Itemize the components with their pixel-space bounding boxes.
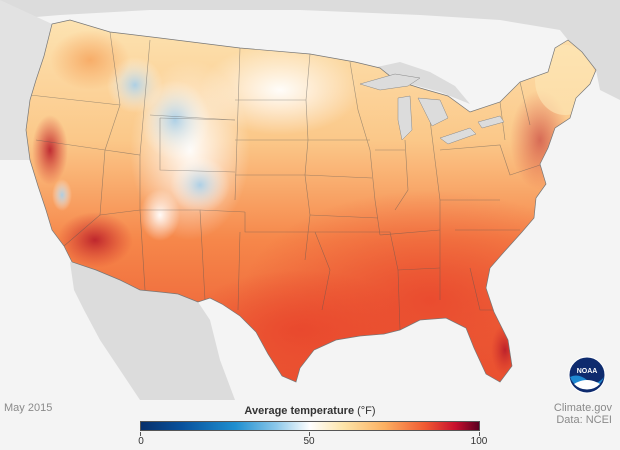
noaa-logo-text: NOAA — [577, 368, 598, 375]
legend-title-text: Average temperature — [244, 405, 355, 417]
great-lakes — [359, 73, 505, 145]
legend-tick-label-50: 50 — [303, 436, 315, 447]
temperature-map — [0, 0, 620, 400]
legend-color-bar — [140, 421, 480, 431]
credit: Climate.gov Data: NCEI — [554, 402, 612, 426]
footer: May 2015 Average temperature (°F) 0 50 1… — [0, 400, 620, 450]
state-borders — [29, 31, 541, 331]
legend-tick-100 — [479, 432, 480, 436]
legend-tick-0 — [140, 432, 141, 436]
credit-site: Climate.gov — [553, 402, 612, 414]
legend-title: Average temperature (°F) — [140, 405, 480, 417]
legend-unit: (°F) — [357, 405, 376, 417]
date-label: May 2015 — [4, 402, 53, 414]
legend-tick-50 — [309, 432, 310, 436]
us-temperature-field — [26, 20, 596, 382]
noaa-logo: NOAA — [568, 356, 606, 394]
legend-tick-label-0: 0 — [138, 436, 144, 447]
surrounding-land — [0, 0, 620, 400]
credit-source: Data: NCEI — [556, 414, 612, 426]
legend-tick-label-100: 100 — [470, 436, 488, 447]
